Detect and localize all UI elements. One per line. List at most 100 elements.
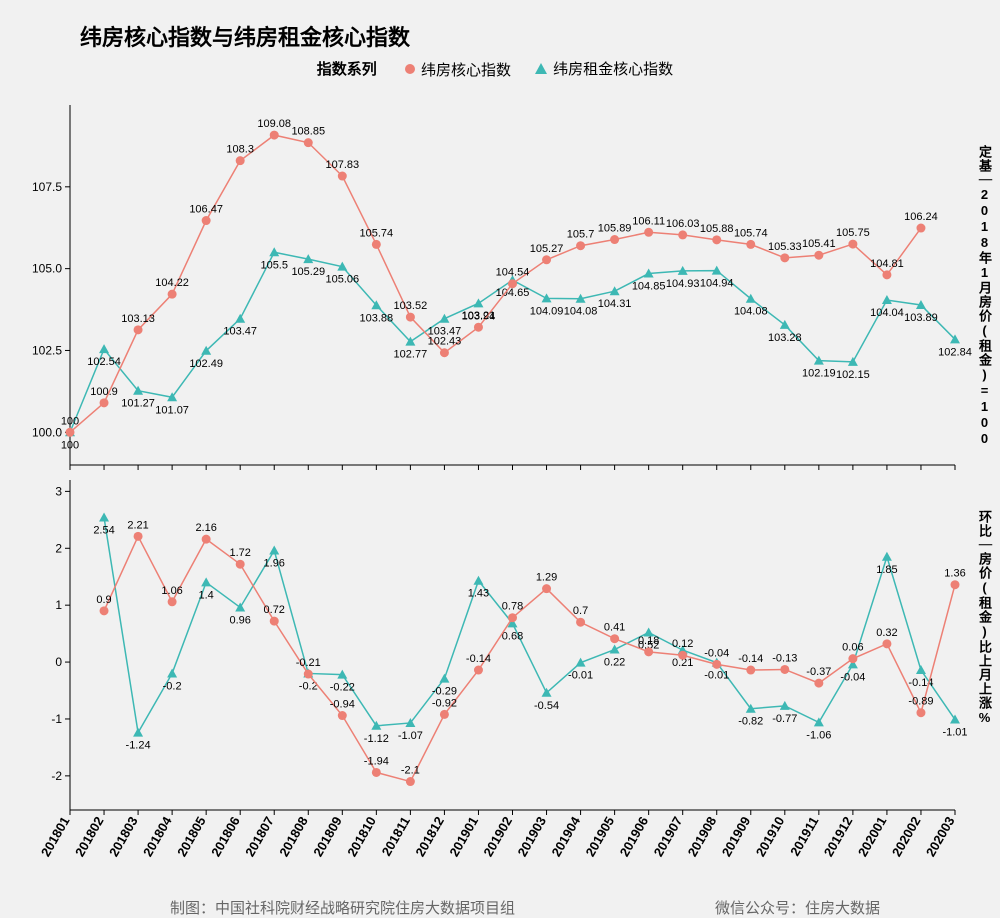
svg-text:105.06: 105.06 (325, 274, 359, 286)
svg-text:105.7: 105.7 (567, 229, 595, 241)
svg-text:-1.06: -1.06 (806, 729, 831, 741)
svg-text:104.54: 104.54 (496, 267, 530, 279)
svg-text:201801: 201801 (38, 814, 73, 859)
svg-text:104.04: 104.04 (870, 307, 904, 319)
svg-text:202001: 202001 (855, 814, 890, 859)
svg-text:105.74: 105.74 (360, 227, 394, 239)
svg-text:109.08: 109.08 (257, 118, 291, 130)
svg-text:0.12: 0.12 (672, 638, 693, 650)
top-chart-panel: 100.0102.5105.0107.5100102.54101.27101.0… (0, 105, 1000, 477)
legend-label-2: 纬房租金核心指数 (553, 58, 673, 79)
svg-text:-0.77: -0.77 (772, 713, 797, 725)
svg-text:100: 100 (61, 415, 79, 427)
svg-text:-0.92: -0.92 (432, 697, 457, 709)
svg-text:105.27: 105.27 (530, 243, 564, 255)
svg-text:100.9: 100.9 (90, 386, 118, 398)
svg-text:105.41: 105.41 (802, 238, 836, 250)
svg-text:0.32: 0.32 (876, 627, 897, 639)
svg-text:0.68: 0.68 (502, 630, 523, 642)
svg-text:105.89: 105.89 (598, 223, 632, 235)
svg-text:201905: 201905 (583, 814, 618, 859)
svg-text:105.29: 105.29 (291, 266, 325, 278)
svg-text:1.43: 1.43 (468, 588, 489, 600)
svg-text:-1.24: -1.24 (126, 740, 151, 752)
bottom-chart-panel: -2-1012320180120180220180320180420180520… (0, 480, 1000, 890)
svg-text:103.13: 103.13 (121, 313, 155, 325)
svg-text:201912: 201912 (821, 814, 856, 859)
svg-text:103.28: 103.28 (768, 332, 802, 344)
footer-credits: 制图：中国社科院财经战略研究院住房大数据项目组 (170, 897, 515, 918)
svg-text:102.54: 102.54 (87, 356, 121, 368)
svg-text:107.5: 107.5 (32, 180, 62, 194)
svg-text:106.03: 106.03 (666, 218, 700, 230)
svg-text:102.84: 102.84 (938, 346, 972, 358)
svg-text:3: 3 (55, 484, 62, 498)
legend-label-1: 纬房核心指数 (421, 59, 511, 80)
svg-text:105.75: 105.75 (836, 227, 870, 239)
svg-text:108.3: 108.3 (226, 144, 254, 156)
legend-item-2: 纬房租金核心指数 (535, 58, 673, 79)
svg-text:104.09: 104.09 (530, 305, 564, 317)
svg-text:201811: 201811 (379, 814, 413, 858)
svg-text:201907: 201907 (651, 814, 686, 859)
svg-text:-1.94: -1.94 (364, 755, 389, 767)
legend-title: 指数系列 (317, 61, 377, 78)
svg-text:201910: 201910 (753, 814, 788, 859)
svg-text:-0.89: -0.89 (908, 696, 933, 708)
svg-text:0.96: 0.96 (229, 614, 250, 626)
svg-text:-1.07: -1.07 (398, 730, 423, 742)
svg-text:-0.82: -0.82 (738, 716, 763, 728)
svg-text:103.21: 103.21 (462, 310, 496, 322)
svg-text:-0.01: -0.01 (568, 670, 593, 682)
svg-text:201803: 201803 (106, 814, 141, 859)
svg-text:105.0: 105.0 (32, 262, 62, 276)
panel1-right-axis-label: 定基｜2018年1月房价(租金)=100 (975, 145, 994, 447)
svg-text:1.29: 1.29 (536, 572, 557, 584)
svg-text:106.24: 106.24 (904, 211, 938, 223)
legend: 指数系列 纬房核心指数 纬房租金核心指数 (0, 58, 1000, 80)
svg-text:103.47: 103.47 (223, 326, 257, 338)
svg-text:-1.12: -1.12 (364, 733, 389, 745)
svg-text:0.22: 0.22 (604, 657, 625, 669)
svg-text:102.77: 102.77 (394, 349, 428, 361)
svg-text:202003: 202003 (923, 814, 958, 859)
svg-text:201808: 201808 (276, 814, 311, 859)
svg-text:201901: 201901 (446, 814, 481, 859)
svg-text:-1: -1 (51, 712, 62, 726)
svg-text:104.08: 104.08 (564, 306, 598, 318)
svg-text:-2: -2 (51, 769, 62, 783)
svg-text:201810: 201810 (344, 814, 379, 859)
svg-text:104.22: 104.22 (155, 277, 189, 289)
svg-text:201802: 201802 (72, 814, 107, 859)
svg-text:0.72: 0.72 (264, 604, 285, 616)
svg-text:201807: 201807 (242, 814, 277, 859)
svg-text:103.88: 103.88 (360, 312, 394, 324)
svg-text:102.49: 102.49 (189, 358, 223, 370)
svg-text:104.93: 104.93 (666, 278, 700, 290)
svg-text:-0.21: -0.21 (296, 657, 321, 669)
svg-text:1.85: 1.85 (876, 564, 897, 576)
svg-text:-0.2: -0.2 (163, 680, 182, 692)
svg-text:202002: 202002 (889, 814, 924, 859)
svg-text:104.08: 104.08 (734, 306, 768, 318)
svg-text:105.33: 105.33 (768, 241, 802, 253)
footer-wechat: 微信公众号：住房大数据 (715, 897, 880, 918)
svg-text:103.89: 103.89 (904, 312, 938, 324)
svg-text:100.0: 100.0 (32, 425, 62, 439)
svg-text:201911: 201911 (787, 814, 821, 858)
svg-text:106.47: 106.47 (189, 204, 223, 216)
svg-text:104.31: 104.31 (598, 298, 632, 310)
svg-text:0.78: 0.78 (502, 601, 523, 613)
svg-text:105.74: 105.74 (734, 227, 768, 239)
svg-text:201909: 201909 (719, 814, 754, 859)
svg-text:-0.14: -0.14 (466, 653, 491, 665)
chart-root: 纬房核心指数与纬房租金核心指数 指数系列 纬房核心指数 纬房租金核心指数 100… (0, 0, 1000, 917)
svg-text:-0.01: -0.01 (704, 670, 729, 682)
svg-text:1.4: 1.4 (199, 589, 214, 601)
svg-text:102.5: 102.5 (32, 343, 62, 357)
svg-text:107.83: 107.83 (325, 159, 359, 171)
svg-text:201906: 201906 (617, 814, 652, 859)
svg-text:105.5: 105.5 (260, 259, 288, 271)
svg-text:201903: 201903 (514, 814, 549, 859)
svg-text:201904: 201904 (548, 813, 583, 859)
